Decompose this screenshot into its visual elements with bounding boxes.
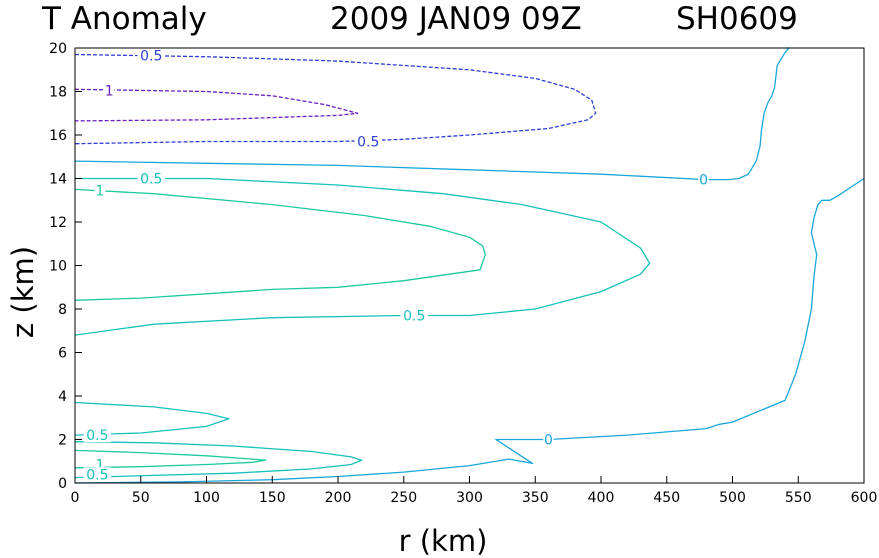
contour-label: 0.5 bbox=[86, 467, 108, 483]
contour-0-upper bbox=[74, 47, 790, 181]
x-tick-label: 400 bbox=[588, 490, 615, 506]
contour-label: 0.5 bbox=[140, 49, 162, 65]
y-axis-label: z (km) bbox=[6, 246, 40, 338]
x-axis-label: r (km) bbox=[399, 524, 488, 558]
contour-label-bg bbox=[103, 83, 115, 98]
contour-label: 0.5 bbox=[357, 135, 379, 151]
y-tick-label: 6 bbox=[58, 346, 67, 362]
contour-label-bg bbox=[94, 457, 106, 472]
contour-0-lower bbox=[74, 177, 865, 484]
x-tick-label: 500 bbox=[719, 490, 746, 506]
y-tick-label: 2 bbox=[58, 433, 67, 449]
y-tick-label: 14 bbox=[49, 172, 67, 188]
contour-0-5-upper bbox=[74, 177, 651, 336]
contour-label: 0 bbox=[544, 433, 553, 449]
y-tick-label: 8 bbox=[58, 302, 67, 318]
contour-1-lower bbox=[74, 449, 267, 469]
chart-title-date: 2009 JAN09 09Z bbox=[330, 1, 582, 37]
contour-label: 1 bbox=[96, 183, 105, 199]
x-tick-label: 100 bbox=[193, 490, 220, 506]
contour-label: 1 bbox=[96, 458, 105, 474]
contour-label: 0.5 bbox=[140, 172, 162, 188]
x-tick-label: 150 bbox=[259, 490, 286, 506]
x-tick-label: 250 bbox=[390, 490, 417, 506]
x-tick-label: 0 bbox=[71, 490, 80, 506]
contour-label-bg bbox=[137, 48, 166, 63]
contour-0-5-lower bbox=[74, 401, 230, 436]
y-tick-label: 12 bbox=[49, 215, 67, 231]
contour-label-bg bbox=[354, 134, 382, 149]
contour-label-bg bbox=[83, 428, 112, 443]
contour-label-bg bbox=[137, 171, 166, 186]
contour-0-5-mid bbox=[74, 441, 363, 479]
y-tick-label: 18 bbox=[49, 85, 67, 101]
plot-frame bbox=[74, 47, 865, 484]
x-tick-label: 350 bbox=[522, 490, 549, 506]
y-tick-label: 4 bbox=[58, 389, 67, 405]
contour-label-bg bbox=[400, 308, 429, 323]
contour-label: 0.5 bbox=[403, 309, 425, 325]
contour-label-bg bbox=[698, 172, 709, 187]
x-tick-label: 300 bbox=[456, 490, 483, 506]
x-axis-ticks: 0 50 100 150 200 250 300 350 400 450 500 550 600 bbox=[71, 476, 878, 506]
y-tick-label: 16 bbox=[49, 128, 67, 144]
contour-labels: 000.510.50.510.50.510.5 bbox=[83, 48, 709, 483]
y-axis-ticks: 0 2 4 6 8 10 12 14 16 18 20 bbox=[49, 41, 82, 492]
contour-label: 0 bbox=[699, 173, 708, 189]
chart-title-storm: SH0609 bbox=[676, 1, 798, 37]
contour-lines bbox=[74, 47, 865, 484]
contour-label: 0.5 bbox=[86, 428, 108, 444]
contour-1-upper bbox=[74, 88, 359, 122]
contour-label-bg bbox=[83, 467, 112, 482]
y-tick-label: 0 bbox=[58, 476, 67, 492]
x-tick-label: 200 bbox=[325, 490, 352, 506]
x-tick-label: 550 bbox=[785, 490, 812, 506]
x-tick-label: 450 bbox=[653, 490, 680, 506]
x-tick-label: 600 bbox=[851, 490, 878, 506]
contour-label-bg bbox=[543, 432, 554, 447]
y-tick-label: 20 bbox=[49, 41, 67, 57]
contour-label-bg bbox=[94, 183, 106, 198]
y-tick-label: 10 bbox=[49, 259, 67, 275]
contour-1-upper bbox=[74, 188, 486, 301]
x-tick-label: 50 bbox=[132, 490, 150, 506]
contour-0-5-upper bbox=[74, 53, 597, 145]
chart-title-variable: T Anomaly bbox=[41, 1, 207, 37]
contour-label: 1 bbox=[105, 83, 114, 99]
